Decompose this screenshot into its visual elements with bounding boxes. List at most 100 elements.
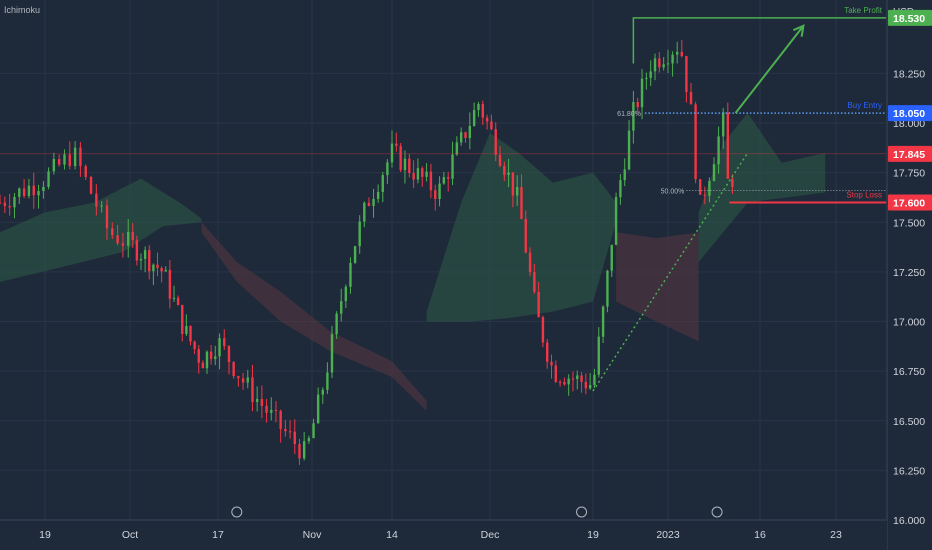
price-tick-label: 18.250 — [893, 68, 925, 80]
time-tick-label: 14 — [386, 529, 398, 541]
take-profit-line[interactable] — [632, 17, 886, 64]
time-tick-label: Dec — [481, 529, 500, 541]
candle-body — [95, 193, 98, 207]
candle-body — [22, 188, 26, 196]
dividend-icon[interactable] — [231, 506, 243, 518]
price-tick-label: 16.250 — [893, 465, 925, 477]
candle-body — [326, 372, 329, 390]
candle-body — [148, 250, 151, 272]
candle-body — [537, 291, 540, 318]
take-profit-badge — [888, 9, 932, 26]
price-axis[interactable]: USD18.25018.00017.75017.50017.25017.0001… — [886, 0, 932, 550]
price-tick-label: 16.750 — [893, 366, 925, 378]
candle-body — [481, 104, 484, 118]
dividend-icon[interactable] — [576, 506, 588, 518]
candle-body — [694, 104, 697, 180]
candle-body — [344, 286, 348, 302]
cloud-bullish — [698, 113, 826, 262]
candle-body — [52, 158, 56, 172]
candle-body — [42, 186, 45, 192]
candle-body — [185, 326, 188, 334]
candle-body — [372, 198, 375, 206]
candle-body — [416, 168, 420, 180]
time-axis[interactable]: 19 Oct 17 Nov 14 Dec 19 2023 16 23 — [0, 506, 887, 550]
candle-body — [563, 382, 566, 385]
candle-body — [408, 158, 411, 174]
candle-body — [302, 441, 306, 459]
candle-body — [209, 351, 213, 359]
candle-body — [193, 341, 196, 350]
candle-body — [135, 240, 139, 261]
candle-body — [57, 158, 61, 165]
candle-body — [0, 202, 2, 204]
candle-body — [619, 180, 622, 198]
candle-body — [699, 179, 702, 195]
candle-body — [429, 171, 433, 191]
buy-entry-price: 18.050 — [893, 108, 925, 120]
candle-body — [298, 444, 301, 459]
candle-body — [251, 377, 254, 403]
candle-body — [232, 362, 235, 377]
candle-body — [477, 104, 480, 111]
candlesticks — [0, 40, 734, 465]
candle-body — [68, 154, 71, 167]
candle-body — [241, 378, 245, 383]
candle-body — [515, 186, 519, 196]
candle-body — [447, 177, 450, 179]
candle-body — [13, 196, 16, 208]
time-tick-label: 17 — [212, 529, 224, 541]
candle-body — [79, 147, 82, 167]
candle-body — [468, 125, 472, 139]
candle-body — [703, 194, 706, 196]
candle-body — [685, 56, 688, 93]
candle-body — [606, 270, 609, 307]
candle-body — [143, 250, 147, 259]
time-tick-label: 23 — [830, 529, 842, 541]
candle-body — [381, 175, 384, 192]
candle-body — [666, 63, 670, 65]
candle-body — [576, 375, 579, 380]
candle-body — [731, 178, 734, 187]
candle-body — [533, 272, 536, 292]
candle-body — [472, 110, 476, 126]
earnings-icon[interactable] — [711, 506, 723, 518]
support-trendline[interactable] — [592, 152, 749, 392]
candle-body — [201, 362, 205, 369]
candle-body — [73, 147, 77, 167]
candle-body — [627, 130, 631, 170]
candle-body — [197, 349, 200, 363]
candle-body — [676, 51, 679, 55]
candle-body — [451, 154, 454, 179]
candle-body — [580, 375, 583, 382]
candle-body — [330, 334, 334, 373]
candle-body — [32, 185, 35, 196]
candle-body — [111, 228, 114, 236]
candle-body — [288, 431, 292, 433]
time-tick-label: Oct — [122, 529, 138, 541]
candle-body — [421, 168, 424, 177]
candle-body — [293, 431, 296, 445]
time-tick-label: 16 — [754, 529, 766, 541]
take-profit-price: 18.530 — [893, 13, 925, 25]
candle-body — [507, 172, 510, 176]
candle-body — [403, 158, 407, 171]
candle-body — [395, 143, 398, 146]
candle-body — [218, 338, 221, 357]
candle-body — [316, 394, 320, 424]
candle-body — [593, 374, 596, 385]
candle-body — [722, 112, 725, 137]
candle-body — [459, 132, 463, 143]
candle-body — [649, 71, 652, 78]
candle-body — [181, 304, 184, 334]
candle-body — [105, 205, 109, 229]
candle-body — [503, 165, 506, 176]
candle-body — [558, 381, 562, 383]
candle-body — [442, 177, 446, 184]
cloud-bullish — [426, 132, 617, 322]
candle-body — [494, 129, 497, 155]
candle-body — [386, 162, 389, 176]
projection-arrow[interactable] — [734, 25, 805, 114]
candle-body — [708, 180, 711, 196]
candle-body — [658, 58, 661, 68]
